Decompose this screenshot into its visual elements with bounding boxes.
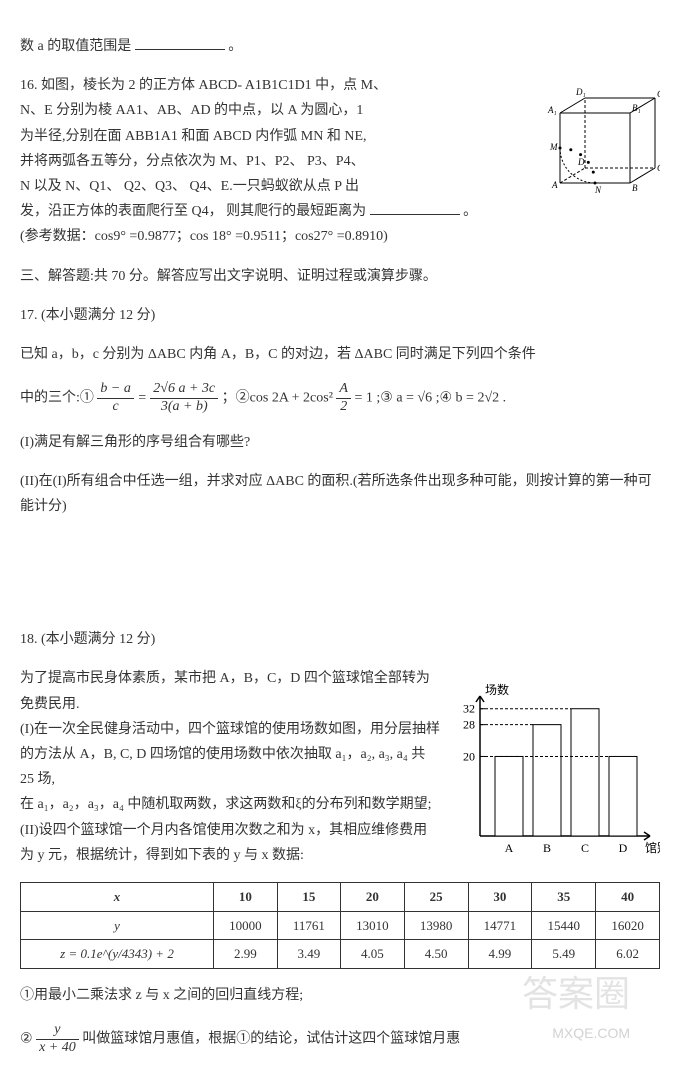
table-cell: 14771: [468, 911, 532, 939]
q17-c2b: = 1 ;③ a = √6 ;④ b = 2√2 .: [354, 391, 506, 406]
q16-blank: [370, 200, 460, 215]
svg-text:A₁: A₁: [547, 105, 557, 115]
f2b: 叫做篮球馆月惠值，根据①的结论，试估计这四个篮球馆月惠: [82, 1031, 460, 1046]
table-header-row: x10152025303540: [21, 883, 660, 911]
svg-text:C₁: C₁: [657, 89, 660, 99]
q17-p2: (II)在(I)所有组合中任选一组，并求对应 ΔABC 的面积.(若所选条件出现…: [20, 469, 660, 519]
svg-text:D₁: D₁: [575, 87, 586, 97]
table-cell: 3.49: [277, 940, 340, 968]
svg-text:D: D: [577, 157, 585, 167]
svg-text:M: M: [549, 142, 558, 152]
table-row: z = 0.1e^(y/4343) + 22.993.494.054.504.9…: [21, 940, 660, 968]
table-cell: 15440: [532, 911, 596, 939]
svg-text:C: C: [581, 841, 589, 855]
table-header-cell: 25: [404, 883, 468, 911]
table-cell: 16020: [596, 911, 660, 939]
q17-head: 17. (本小题满分 12 分): [20, 303, 660, 328]
q15-prefix: 数 a 的取值范围是: [20, 39, 131, 54]
table-cell: 10000: [214, 911, 278, 939]
table-header-cell: x: [21, 883, 214, 911]
footer2: ② y x + 40 叫做篮球馆月惠值，根据①的结论，试估计这四个篮球馆月惠: [20, 1022, 660, 1057]
table-header-cell: 40: [596, 883, 660, 911]
svg-text:A: A: [551, 180, 558, 190]
svg-text:N: N: [594, 185, 602, 195]
table-header-cell: 35: [532, 883, 596, 911]
q17-l1: 已知 a，b，c 分别为 ΔABC 内角 A，B，C 的对边，若 ΔABC 同时…: [20, 342, 660, 367]
svg-text:32: 32: [463, 702, 475, 716]
q18-p1b: 在 a₁，a₂，a₃，a₄ 中随机取两数，求这两数和ξ的分布列和数学期望;: [20, 792, 440, 817]
q18-p1a: (I)在一次全民健身活动中，四个篮球馆的使用场数如图，用分层抽样的方法从 A，B…: [20, 717, 440, 793]
cube-figure: A B C D A₁ B₁ C₁ D₁ M N: [540, 73, 660, 203]
table-cell: 5.49: [532, 940, 596, 968]
spacer: [20, 533, 660, 613]
section3: 三、解答题:共 70 分。解答应写出文字说明、证明过程或演算步骤。: [20, 264, 660, 289]
table-header-cell: 20: [340, 883, 404, 911]
svg-text:B₁: B₁: [632, 103, 641, 113]
table-cell: 4.99: [468, 940, 532, 968]
data-table: x10152025303540 y10000117611301013980147…: [20, 882, 660, 968]
q17-c2: ；②cos 2A + 2cos²: [222, 391, 333, 406]
q18-text: 为了提高市民身体素质，某市把 A，B，C，D 四个篮球馆全部转为免费民用. (I…: [20, 666, 440, 868]
q16-l6b: 。: [463, 204, 477, 219]
q18-head: 18. (本小题满分 12 分): [20, 627, 660, 652]
table-cell: y: [21, 911, 214, 939]
svg-text:B: B: [543, 841, 551, 855]
q16-l1: 16. 如图，棱长为 2 的正方体 ABCD- A1B1C1D1 中，点 M、: [20, 73, 540, 98]
table-header-cell: 10: [214, 883, 278, 911]
svg-text:B: B: [632, 183, 638, 193]
table-cell: 2.99: [214, 940, 278, 968]
table-body: y10000117611301013980147711544016020z = …: [21, 911, 660, 968]
bar-chart-icon: 20 28 32 A B C D 场数馆别: [440, 666, 660, 876]
svg-text:C: C: [657, 163, 660, 173]
frac-y: y x + 40: [36, 1022, 79, 1057]
svg-text:A: A: [505, 841, 514, 855]
svg-text:馆别: 馆别: [645, 840, 660, 855]
f2a: ②: [20, 1031, 33, 1046]
q15-blank: [135, 35, 225, 50]
svg-text:20: 20: [463, 750, 475, 764]
q18-row: 为了提高市民身体素质，某市把 A，B，C，D 四个篮球馆全部转为免费民用. (I…: [20, 666, 660, 876]
q18-l1: 为了提高市民身体素质，某市把 A，B，C，D 四个篮球馆全部转为免费民用.: [20, 666, 440, 716]
table-cell: z = 0.1e^(y/4343) + 2: [21, 940, 214, 968]
svg-text:D: D: [619, 841, 628, 855]
table-header-cell: 15: [277, 883, 340, 911]
q15-suffix: 。: [228, 39, 242, 54]
q15-line: 数 a 的取值范围是 。: [20, 34, 660, 59]
table-cell: 11761: [277, 911, 340, 939]
svg-text:28: 28: [463, 718, 475, 732]
fracA2: A 2: [336, 381, 351, 416]
table-cell: 13010: [340, 911, 404, 939]
q16-text: 16. 如图，棱长为 2 的正方体 ABCD- A1B1C1D1 中，点 M、 …: [20, 73, 540, 224]
q16-l3: 为半径,分别在面 ABB1A1 和面 ABCD 内作弧 MN 和 NE,: [20, 124, 540, 149]
frac2: 2√6 a + 3c 3(a + b): [150, 381, 218, 416]
q16-ref: (参考数据：cos9° =0.9877；cos 18° =0.9511；cos2…: [20, 224, 660, 249]
q17-pre: 中的三个:①: [20, 391, 94, 406]
bar-chart: 20 28 32 A B C D 场数馆别: [440, 666, 660, 876]
q17-conditions: 中的三个:① b − a c = 2√6 a + 3c 3(a + b) ；②c…: [20, 381, 660, 416]
svg-text:场数: 场数: [485, 682, 509, 697]
q17-p1: (I)满足有解三角形的序号组合有哪些?: [20, 430, 660, 455]
table-header-cell: 30: [468, 883, 532, 911]
footer1: ①用最小二乘法求 z 与 x 之间的回归直线方程;: [20, 983, 660, 1008]
q16-l2: N、E 分别为棱 AA1、AB、AD 的中点，以 A 为圆心，1: [20, 98, 540, 123]
table-cell: 4.50: [404, 940, 468, 968]
q18-p2: (II)设四个篮球馆一个月内各馆使用次数之和为 x，其相应维修费用为 y 元，根…: [20, 818, 440, 868]
table-cell: 4.05: [340, 940, 404, 968]
q16-l5: N 以及 N、Q1、 Q2、Q3、 Q4、E.一只蚂蚁欲从点 P 出: [20, 174, 540, 199]
table-row: y10000117611301013980147711544016020: [21, 911, 660, 939]
table-cell: 6.02: [596, 940, 660, 968]
table-cell: 13980: [404, 911, 468, 939]
frac1: b − a c: [97, 381, 133, 416]
q16-row: 16. 如图，棱长为 2 的正方体 ABCD- A1B1C1D1 中，点 M、 …: [20, 73, 660, 224]
q16-l6: 发，沿正方体的表面爬行至 Q4， 则其爬行的最短距离为 。: [20, 199, 540, 224]
cube-icon: A B C D A₁ B₁ C₁ D₁ M N: [540, 73, 660, 203]
q16-l6a: 发，沿正方体的表面爬行至 Q4， 则其爬行的最短距离为: [20, 204, 366, 219]
q16-l4: 并将两弧各五等分，分点依次为 M、P1、P2、 P3、P4、: [20, 149, 540, 174]
